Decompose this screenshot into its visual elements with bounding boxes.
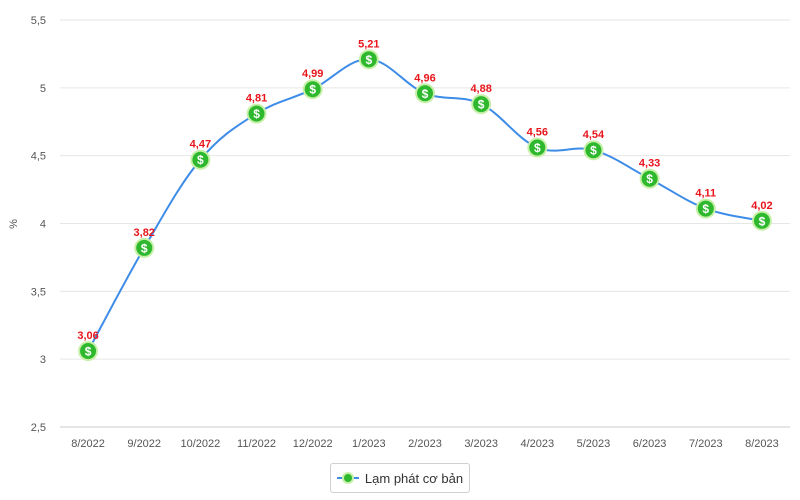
data-point-marker [753,212,770,229]
data-point-marker [585,142,602,159]
dollar-icon: $ [253,107,260,121]
dollar-icon: $ [702,202,709,216]
data-label: 5,21 [358,38,379,50]
data-label: 4,47 [190,139,211,151]
y-axis-ticks: 2,5 3 3,5 4 4,5 5 5,5 [31,15,46,434]
data-label: 4,56 [527,127,548,139]
x-tick-label: 6/2023 [633,438,667,450]
dollar-icon: $ [646,172,653,186]
dollar-icon: $ [534,141,541,155]
data-point-marker [473,96,490,113]
y-tick-label: 2,5 [31,422,46,434]
data-labels: 3,06 3,82 4,47 4,81 4,99 5,21 4,96 4,88 4,56 4,54… [77,38,772,342]
x-tick-label: 5/2023 [577,438,611,450]
x-tick-label: 1/2023 [352,438,386,450]
data-label: 4,02 [751,200,772,212]
y-tick-label: 4,5 [31,151,46,163]
dollar-icon: $ [478,98,485,112]
dollar-icon: $ [141,241,148,255]
data-point-marker [697,200,714,217]
data-label: 4,33 [639,158,660,170]
x-tick-label: 11/2022 [237,438,276,450]
data-point[interactable]: $ [246,103,267,124]
data-point-marker [529,139,546,156]
x-tick-label: 7/2023 [689,438,723,450]
data-point[interactable]: $ [302,79,323,100]
data-label: 3,06 [77,330,98,342]
data-point[interactable]: $ [639,168,660,189]
data-point[interactable]: $ [583,140,604,161]
dollar-icon: $ [85,345,92,359]
data-point[interactable]: $ [527,137,548,158]
y-tick-label: 5,5 [31,15,46,27]
dollar-icon: $ [422,87,429,101]
data-point[interactable]: $ [78,341,99,362]
data-point-marker [136,239,153,256]
data-label: 3,82 [134,227,155,239]
data-point[interactable]: $ [134,237,155,258]
data-label: 4,54 [583,129,605,141]
data-point-marker [248,105,265,122]
dollar-icon: $ [590,144,597,158]
x-tick-label: 8/2023 [745,438,779,450]
y-tick-label: 3,5 [31,286,46,298]
legend-marker-icon [336,472,359,484]
y-tick-label: 4 [40,219,46,231]
x-tick-label: 8/2022 [71,438,105,450]
data-point[interactable]: $ [471,94,492,115]
data-label: 4,81 [246,93,267,105]
data-label: 4,88 [470,83,491,95]
y-axis-label: % [8,219,20,229]
dollar-icon: $ [759,214,766,228]
dollar-icon: $ [366,53,373,67]
x-tick-label: 12/2022 [293,438,333,450]
x-tick-label: 9/2022 [127,438,161,450]
y-tick-label: 5 [40,83,46,95]
data-point-marker [192,151,209,168]
data-label: 4,96 [414,72,435,84]
y-tick-label: 3 [40,354,46,366]
data-label: 4,11 [695,188,716,200]
data-point[interactable]: $ [415,83,435,104]
data-point-marker [80,343,97,360]
series-markers: $ $ $ $ $ $ $ $ $ $ $ $ $ [78,49,772,362]
data-point-marker [360,51,377,68]
x-tick-label: 3/2023 [464,438,498,450]
x-tick-label: 2/2023 [408,438,442,450]
data-point[interactable]: $ [190,149,211,170]
data-point-marker [417,85,433,102]
dollar-icon: $ [309,83,316,97]
data-label: 4,99 [302,68,323,80]
data-point[interactable]: $ [358,49,379,70]
data-point-marker [304,81,321,98]
x-tick-label: 10/2022 [181,438,221,450]
data-point[interactable]: $ [695,198,716,219]
legend[interactable]: Lạm phát cơ bản [330,463,470,493]
data-point-marker [641,170,658,187]
data-point[interactable]: $ [751,210,772,231]
dollar-icon: $ [197,153,204,167]
x-tick-label: 4/2023 [520,438,554,450]
x-axis-ticks: 8/2022 9/2022 10/2022 11/2022 12/2022 1/2023 2… [71,438,779,450]
legend-label: Lạm phát cơ bản [364,470,464,486]
